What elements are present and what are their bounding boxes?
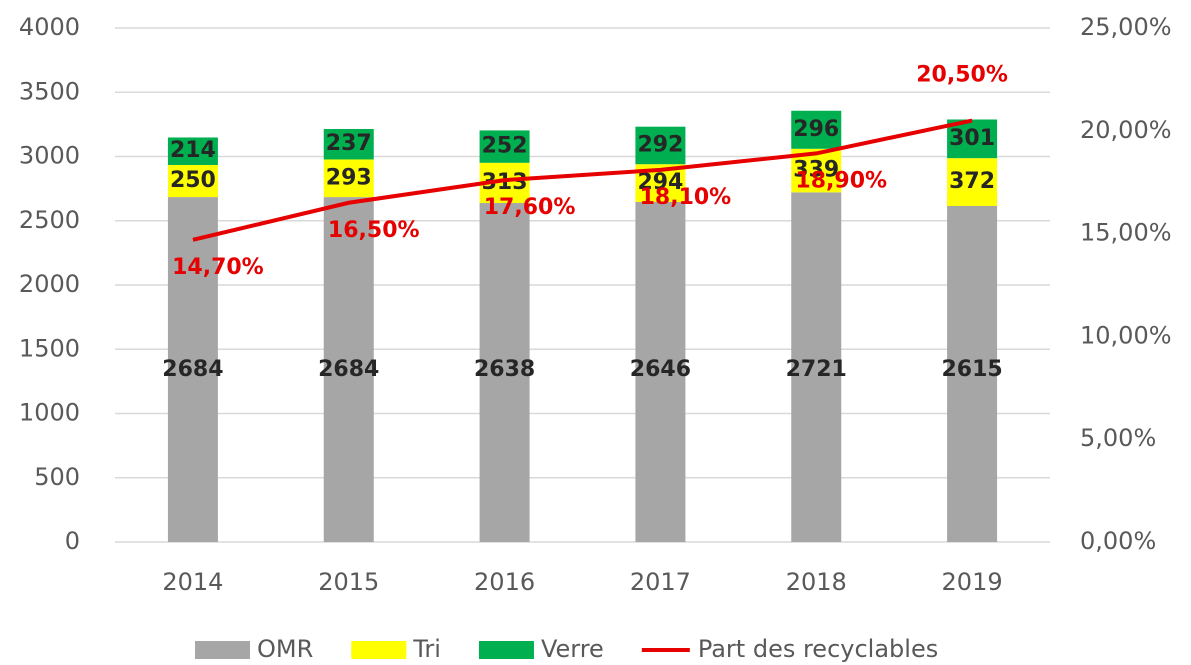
legend-swatch (195, 641, 250, 659)
legend-swatch (478, 641, 534, 659)
y2-tick-label: 10,00% (1080, 321, 1172, 349)
y2-tick-label: 5,00% (1080, 424, 1156, 452)
data-label: 2638 (474, 357, 535, 382)
data-label: 292 (637, 132, 683, 157)
data-label: 214 (170, 138, 216, 163)
legend-swatch (351, 641, 407, 659)
y-tick-label: 3000 (19, 142, 80, 170)
bar-segment (323, 129, 374, 160)
bar-segment (167, 164, 218, 198)
y2-tick-label: 25,00% (1080, 13, 1172, 41)
line-data-label: 20,50% (916, 63, 1008, 88)
data-label: 252 (482, 134, 528, 159)
x-tick-label: 2014 (162, 568, 223, 596)
legend-label: OMR (257, 635, 313, 663)
line-data-label: 17,60% (484, 195, 576, 220)
line-data-label: 14,70% (172, 255, 264, 280)
data-label: 250 (170, 168, 216, 193)
data-label: 293 (326, 165, 372, 190)
line-data-label: 18,90% (795, 168, 887, 193)
x-tick-label: 2017 (630, 568, 691, 596)
y2-tick-label: 0,00% (1080, 527, 1156, 555)
bar-segment (791, 192, 842, 542)
data-label: 2684 (162, 357, 223, 382)
y2-tick-label: 20,00% (1080, 116, 1172, 144)
y-tick-label: 500 (34, 463, 80, 491)
y-tick-label: 2500 (19, 206, 80, 234)
x-tick-label: 2015 (318, 568, 379, 596)
bar-segment (323, 197, 374, 542)
y-tick-label: 1000 (19, 399, 80, 427)
bar-segment (635, 201, 686, 542)
data-label: 294 (637, 170, 683, 195)
data-label: 296 (793, 117, 839, 142)
y-tick-label: 2000 (19, 270, 80, 298)
y-tick-label: 4000 (19, 13, 80, 41)
x-tick-label: 2019 (942, 568, 1003, 596)
data-label: 2721 (786, 357, 847, 382)
data-label: 301 (949, 126, 995, 151)
data-label: 2646 (630, 357, 691, 382)
y2-tick-label: 15,00% (1080, 219, 1172, 247)
legend-label: Verre (541, 635, 604, 663)
bar-segment (479, 203, 530, 542)
bar-segment (947, 158, 998, 206)
bar-segment (167, 197, 218, 542)
legend-label: Part des recyclables (698, 635, 938, 663)
y-tick-label: 3500 (19, 77, 80, 105)
legend-label: Tri (412, 635, 441, 663)
line-data-label: 16,50% (328, 218, 420, 243)
line-data-label: 18,10% (640, 185, 732, 210)
bar-segment (791, 110, 842, 149)
bar-segment (323, 159, 374, 198)
y-tick-label: 0 (65, 527, 80, 555)
data-label: 372 (949, 169, 995, 194)
x-tick-label: 2016 (474, 568, 535, 596)
bar-segment (167, 137, 218, 165)
bar-segment (635, 126, 686, 165)
y-tick-label: 1500 (19, 334, 80, 362)
data-label: 339 (793, 158, 839, 183)
bar-segment (947, 205, 998, 542)
line-series (192, 118, 973, 242)
bar-segment (479, 130, 530, 163)
data-label: 2615 (941, 357, 1002, 382)
data-label: 237 (326, 131, 372, 156)
x-tick-label: 2018 (786, 568, 847, 596)
data-label: 2684 (318, 357, 379, 382)
